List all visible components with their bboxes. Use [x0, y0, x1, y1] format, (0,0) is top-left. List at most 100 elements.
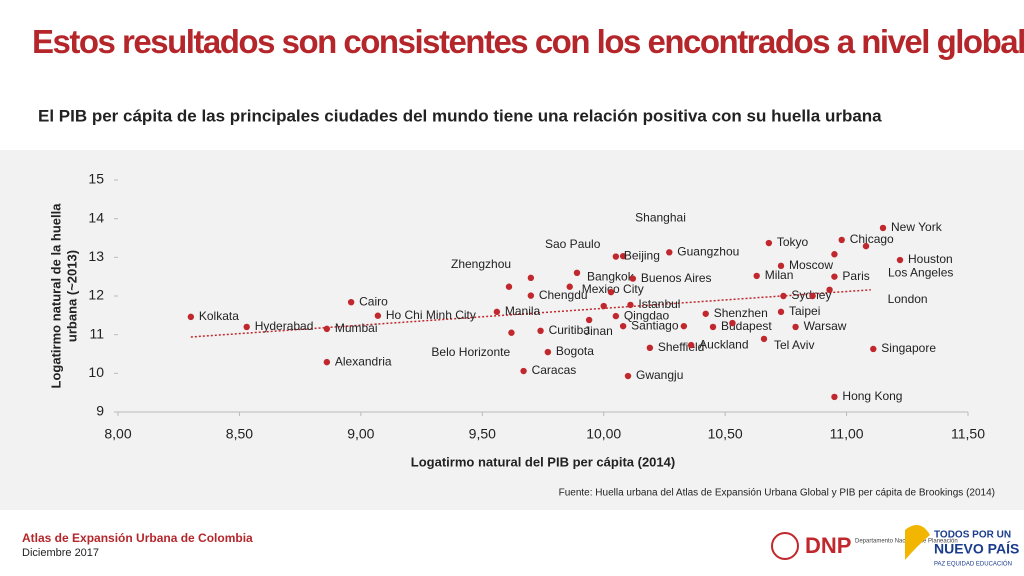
point — [838, 236, 845, 244]
point-label: Moscow — [789, 258, 833, 272]
point — [187, 313, 195, 321]
point-label: Kolkata — [199, 309, 239, 323]
point — [527, 292, 535, 299]
point-label: Bangkok — [587, 269, 635, 283]
point — [527, 274, 535, 282]
slide-title: Estos resultados son consistentes con lo… — [32, 23, 1024, 60]
point-label: Hong Kong — [842, 389, 902, 403]
point-label: Ho Chi Minh City — [386, 308, 476, 322]
point — [826, 286, 833, 294]
point — [646, 344, 654, 352]
point — [347, 298, 355, 306]
point — [612, 312, 620, 320]
x-tick-label: 9,00 — [347, 426, 374, 442]
point — [619, 322, 627, 330]
flag-icon — [905, 525, 930, 560]
point — [896, 256, 904, 264]
point — [544, 348, 552, 356]
point — [753, 272, 760, 280]
x-tick-label: 10,50 — [708, 426, 743, 442]
point-label: New York — [891, 220, 943, 234]
point-label: Buenos Aires — [641, 271, 712, 285]
point-label: Cairo — [359, 294, 388, 308]
point-label: Istanbul — [638, 297, 680, 311]
point-label: Zhengzhou — [451, 257, 511, 271]
point — [520, 367, 527, 375]
dnp-logo: DNP — [805, 533, 851, 558]
y-axis-label: urbana (~2013) — [64, 250, 79, 342]
x-tick-label: 11,50 — [951, 426, 985, 442]
point — [831, 393, 838, 401]
x-tick-label: 8,50 — [226, 426, 253, 442]
point — [680, 322, 688, 330]
point-label: Curitiba — [549, 323, 591, 337]
point-label: Bogota — [556, 344, 594, 358]
point — [870, 345, 877, 353]
point — [573, 269, 581, 276]
point-label: Taipei — [789, 304, 820, 318]
x-tick-label: 10,00 — [586, 426, 621, 442]
slogan-3: PAZ EQUIDAD EDUCACIÓN — [934, 561, 1012, 568]
point-label: Guangzhou — [677, 244, 739, 258]
y-tick-label: 11 — [89, 325, 104, 341]
point — [624, 372, 632, 380]
point-label: Beijing — [624, 249, 660, 263]
point — [607, 288, 615, 296]
point — [760, 335, 768, 343]
point — [777, 262, 785, 270]
x-tick-label: 11,00 — [830, 426, 864, 442]
point — [780, 292, 787, 300]
point-label: Alexandria — [335, 354, 392, 368]
point-label: Milan — [765, 268, 794, 282]
point-label: Shenzhen — [714, 306, 768, 320]
y-axis-label: Logatirmo natural de la huella — [48, 203, 63, 389]
point-label: Singapore — [881, 341, 936, 355]
point — [243, 323, 250, 331]
point-label: Hyderabad — [255, 319, 314, 333]
y-tick-label: 9 — [96, 403, 104, 419]
slide-subtitle: El PIB per cápita de las principales ciu… — [38, 106, 882, 125]
slogan-1: TODOS POR UN — [934, 530, 1011, 541]
point-label: Mumbai — [335, 321, 378, 335]
y-tick-label: 13 — [88, 248, 104, 264]
x-tick-label: 9,50 — [469, 426, 496, 442]
point — [323, 358, 331, 366]
point-label: Mexico City — [582, 282, 644, 296]
point-label: Caracas — [532, 363, 577, 377]
x-axis-label: Logatirmo natural del PIB per cápita (20… — [411, 454, 675, 469]
y-tick-label: 14 — [88, 209, 104, 225]
point — [831, 251, 838, 258]
trendline — [190, 289, 871, 338]
point-label: Sheffield — [658, 340, 704, 354]
point — [612, 253, 620, 260]
point-label: Jinan — [584, 324, 613, 338]
point — [585, 316, 593, 324]
point-label: Warsaw — [804, 319, 847, 333]
x-tick-label: 8,00 — [104, 426, 131, 442]
point — [777, 308, 785, 316]
point — [537, 327, 544, 334]
point — [323, 325, 331, 333]
point — [619, 252, 627, 260]
footer-name: Atlas de Expansión Urbana de Colombia — [22, 531, 253, 545]
point-label: Houston — [908, 252, 953, 266]
crest-icon — [771, 532, 799, 560]
y-tick-label: 15 — [88, 171, 104, 187]
point-label: Santiago — [631, 318, 679, 332]
point — [792, 323, 799, 331]
point — [709, 323, 717, 331]
point — [600, 302, 607, 310]
point-label: Auckland — [699, 337, 748, 351]
point-label: Tokyo — [777, 235, 809, 249]
point — [508, 329, 515, 336]
point — [687, 341, 695, 349]
point-label: Qingdao — [624, 308, 670, 322]
point — [493, 308, 501, 316]
title-text: Estos resultados son consistentes con lo… — [32, 23, 1024, 60]
point-label: Tel Aviv — [774, 338, 814, 352]
source: Fuente: Huella urbana del Atlas de Expan… — [559, 488, 995, 499]
point-label: Belo Horizonte — [431, 345, 510, 359]
point — [505, 283, 513, 290]
point-label: Chengdu — [539, 288, 588, 302]
